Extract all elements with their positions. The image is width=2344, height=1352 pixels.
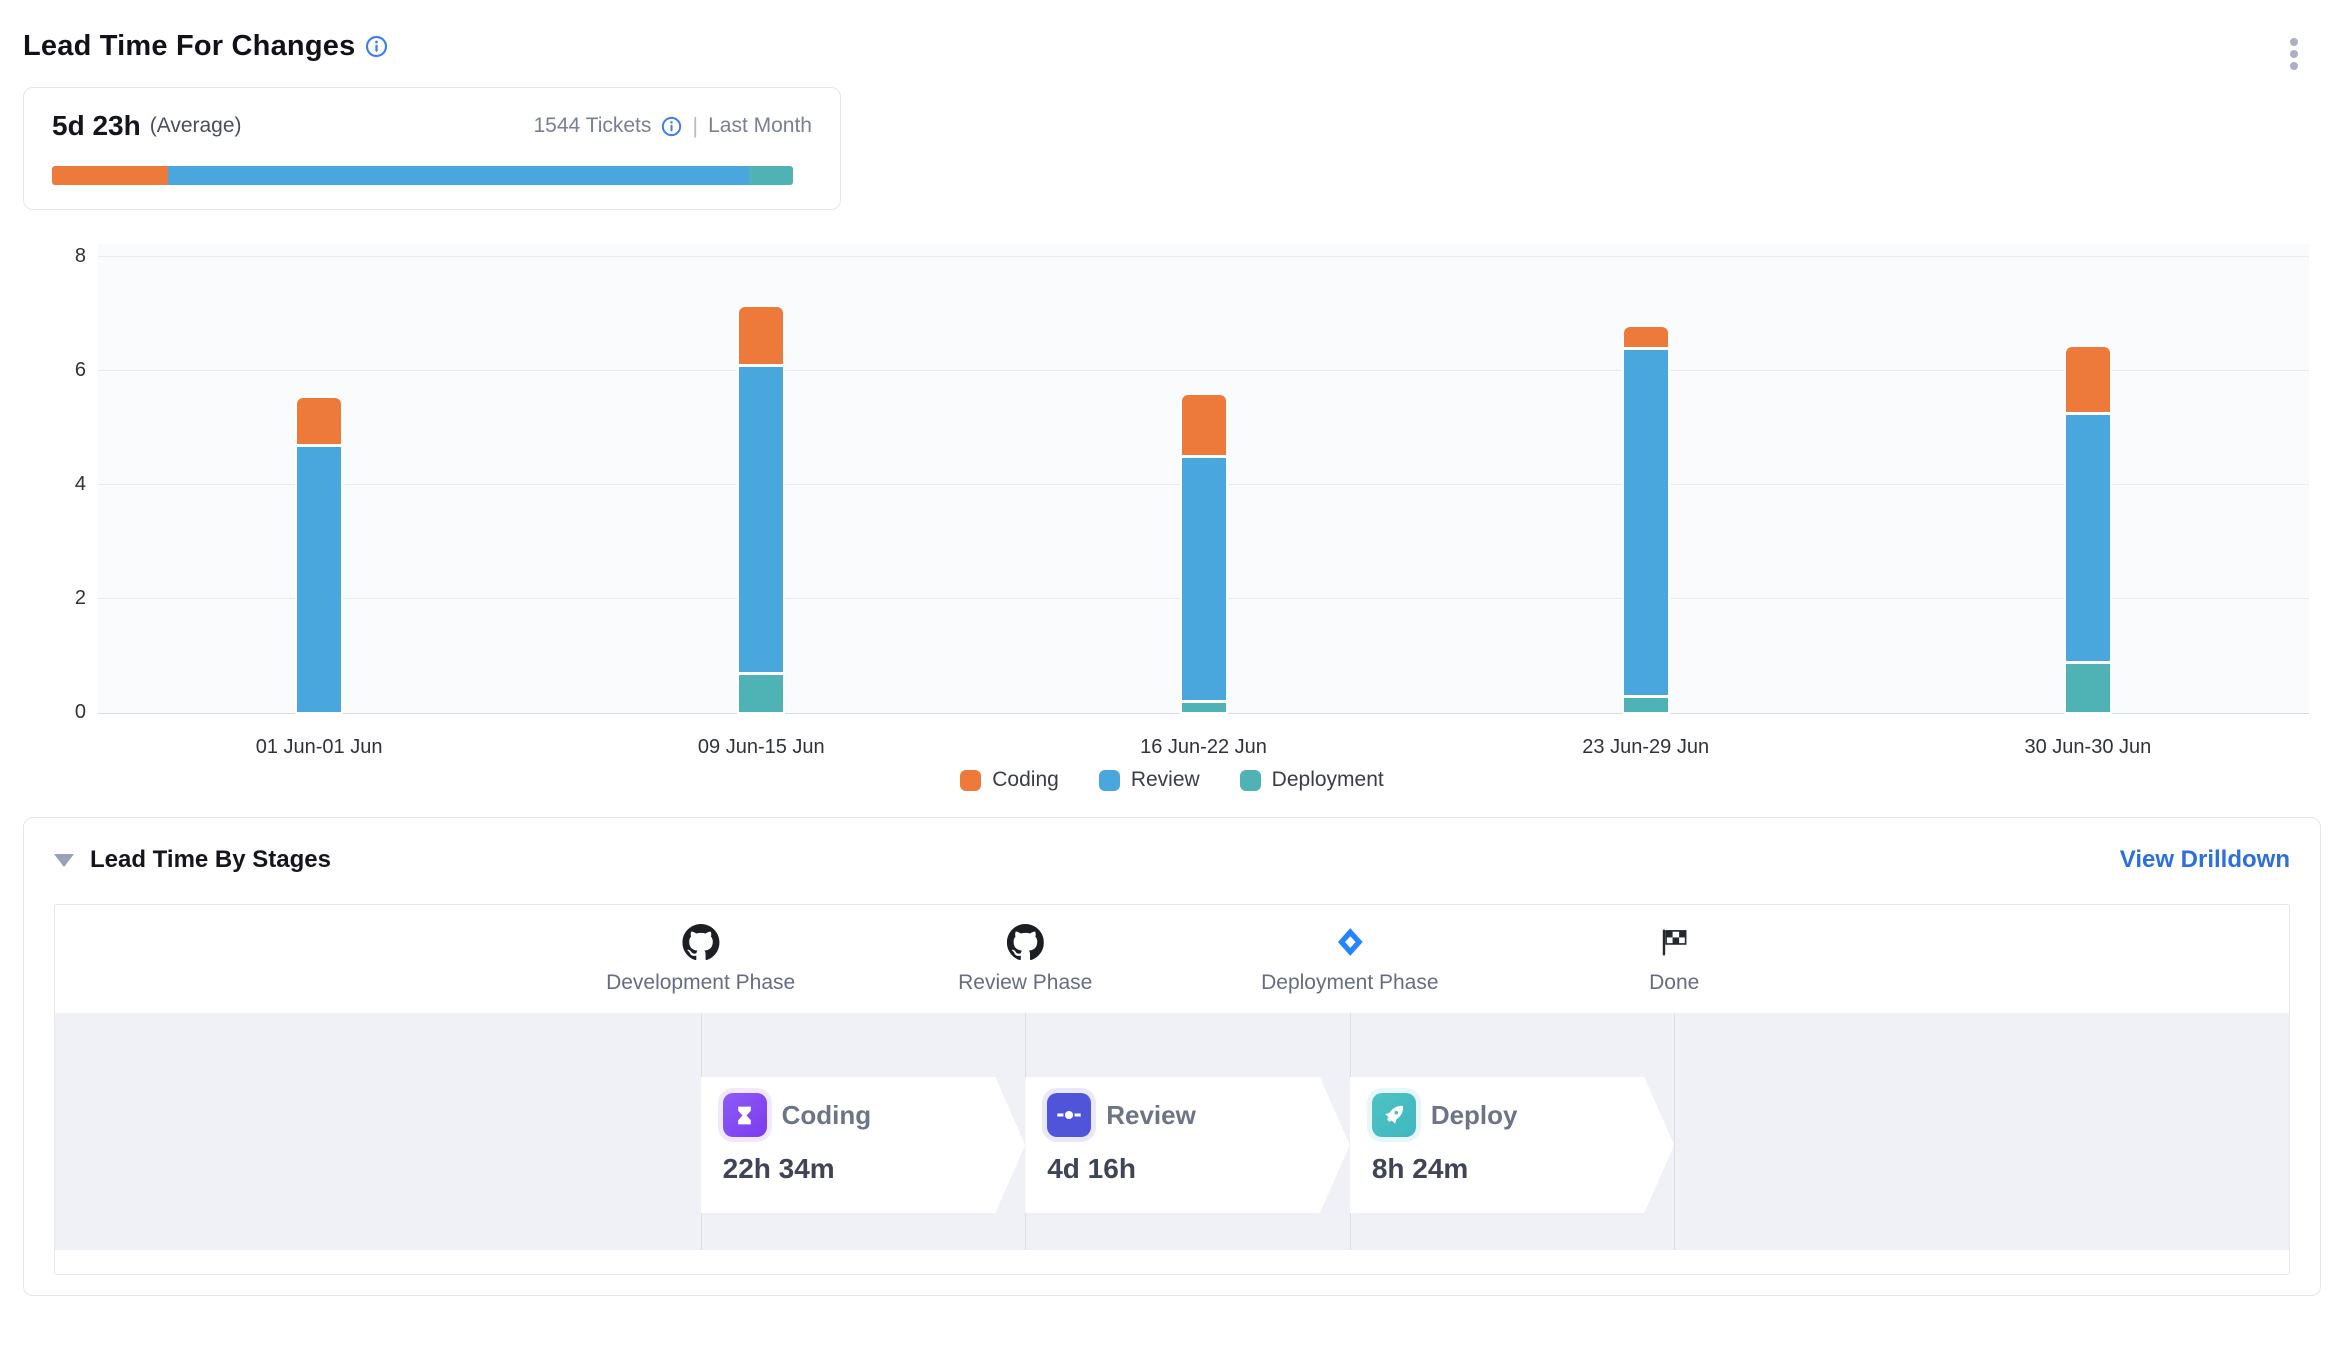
legend-label: Review [1130,768,1200,791]
y-tick-0: 0 [74,701,86,723]
stage-duration: 8h 24m [1371,1153,1469,1184]
stages-title: Lead Time By Stages [90,846,331,873]
legend-item-deployment[interactable]: Deployment [1239,768,1384,792]
stacked-bar-1[interactable] [297,398,342,712]
info-icon[interactable] [365,35,388,58]
phase-label: Done [1649,971,1700,994]
gridline-y6 [98,370,2309,371]
separator: | [692,113,699,138]
legend-swatch [1239,769,1261,791]
summary-bar-segment-coding [52,166,169,185]
bar-segment-deployment[interactable] [2065,663,2110,712]
summary-bar-segment-deployment [749,166,793,185]
github-icon [1006,921,1044,963]
x-tick-label: 01 Jun-01 Jun [255,736,383,758]
stages-header: Lead Time By Stages View Drilldown [54,846,2290,874]
phase-deployment-phase: Deployment Phase [1261,921,1439,995]
x-tick-label: 16 Jun-22 Jun [1140,736,1267,758]
x-tick-label: 23 Jun-29 Jun [1582,736,1710,758]
summary-bar-segment-review [168,166,750,185]
stage-card-deploy[interactable]: Deploy 8h 24m [1350,1077,1674,1213]
period-label: Last Month [708,114,812,137]
stages-table: Development Phase Review Phase Deployment … [54,904,2290,1275]
legend-item-coding[interactable]: Coding [960,768,1059,792]
x-tick-label: 30 Jun-30 Jun [2024,736,2152,758]
bar-segment-deployment[interactable] [1181,703,1226,712]
y-tick-8: 8 [74,245,86,267]
github-icon [682,921,720,963]
y-tick-4: 4 [74,473,86,495]
collapse-caret-icon[interactable] [54,853,74,867]
rocket-icon [1372,1093,1416,1137]
bar-segment-review[interactable] [1623,349,1668,695]
bar-segment-coding[interactable] [1181,395,1226,456]
average-label: (Average) [149,114,242,137]
stacked-bar-4[interactable] [1623,326,1668,712]
view-drilldown-link[interactable]: View Drilldown [2119,846,2290,873]
stages-phase-row: Development Phase Review Phase Deployment … [55,905,2289,1013]
legend-swatch [960,769,982,791]
bar-segment-coding[interactable] [297,398,342,444]
legend-item-review[interactable]: Review [1098,768,1200,792]
bar-segment-deployment[interactable] [1623,697,1668,712]
phase-label: Development Phase [606,971,796,994]
stages-footer-strip [55,1250,2289,1274]
summary-stacked-bar [52,166,793,185]
legend-label: Deployment [1271,768,1384,791]
stage-name: Coding [781,1099,872,1130]
y-tick-2: 2 [74,587,86,609]
diamond-icon [1335,921,1365,963]
page-title: Lead Time For Changes [23,30,356,62]
chart-plot: 0 2 4 6 8 [75,244,2309,723]
summary-card: 5d 23h (Average) 1544 Tickets | Last Mon… [23,87,841,210]
x-tick-label: 09 Jun-15 Jun [697,736,825,758]
phase-review-phase: Review Phase [958,921,1092,995]
stacked-bar-3[interactable] [1181,395,1226,712]
checkered-flag-icon [1660,921,1689,963]
phase-label: Review Phase [958,971,1093,994]
tickets-count: 1544 Tickets [533,114,652,137]
kebab-menu-icon[interactable] [2286,34,2302,74]
chart-x-axis: 01 Jun-01 Jun 09 Jun-15 Jun 16 Jun-22 Jun 2… [98,714,2309,760]
column-divider [1674,1013,1676,1250]
stage-duration: 22h 34m [722,1153,835,1184]
stage-card-coding[interactable]: Coding 22h 34m [701,1077,1026,1213]
stages-body: Coding 22h 34m Review 4d 16h Deploy 8h 24m [55,1013,2289,1250]
legend-swatch [1098,769,1120,791]
bar-segment-review[interactable] [297,446,342,712]
gridline-y8 [98,256,2309,257]
stage-name: Review [1106,1099,1196,1130]
bar-segment-coding[interactable] [1623,326,1668,347]
phase-label: Deployment Phase [1261,971,1439,994]
chart-legend: Coding Review Deployment [23,768,2321,792]
lead-time-by-stages-card: Lead Time By Stages View Drilldown Devel… [23,817,2321,1296]
lead-time-chart: 0 2 4 6 8 01 Jun-01 Jun 09 Jun-15 Jun 16 Jun-2… [23,244,2321,792]
hourglass-icon [723,1093,767,1137]
bar-segment-coding[interactable] [2065,346,2110,413]
bar-segment-review[interactable] [2065,415,2110,661]
average-value: 5d 23h [52,110,141,141]
bar-segment-review[interactable] [1181,458,1226,701]
bar-segment-review[interactable] [739,367,784,672]
bar-segment-deployment[interactable] [739,674,784,712]
phase-development-phase: Development Phase [606,921,795,995]
widget-header: Lead Time For Changes [23,30,2321,63]
stacked-bar-5[interactable] [2065,346,2110,712]
stage-name: Deploy [1430,1099,1518,1130]
bar-segment-coding[interactable] [739,307,784,365]
y-tick-6: 6 [74,359,86,381]
stage-card-review[interactable]: Review 4d 16h [1025,1077,1350,1213]
tickets-info-icon[interactable] [661,116,682,137]
git-commit-icon [1047,1093,1091,1137]
stage-duration: 4d 16h [1047,1153,1136,1184]
phase-done: Done [1649,921,1699,995]
legend-label: Coding [992,768,1059,791]
stacked-bar-2[interactable] [739,307,784,712]
